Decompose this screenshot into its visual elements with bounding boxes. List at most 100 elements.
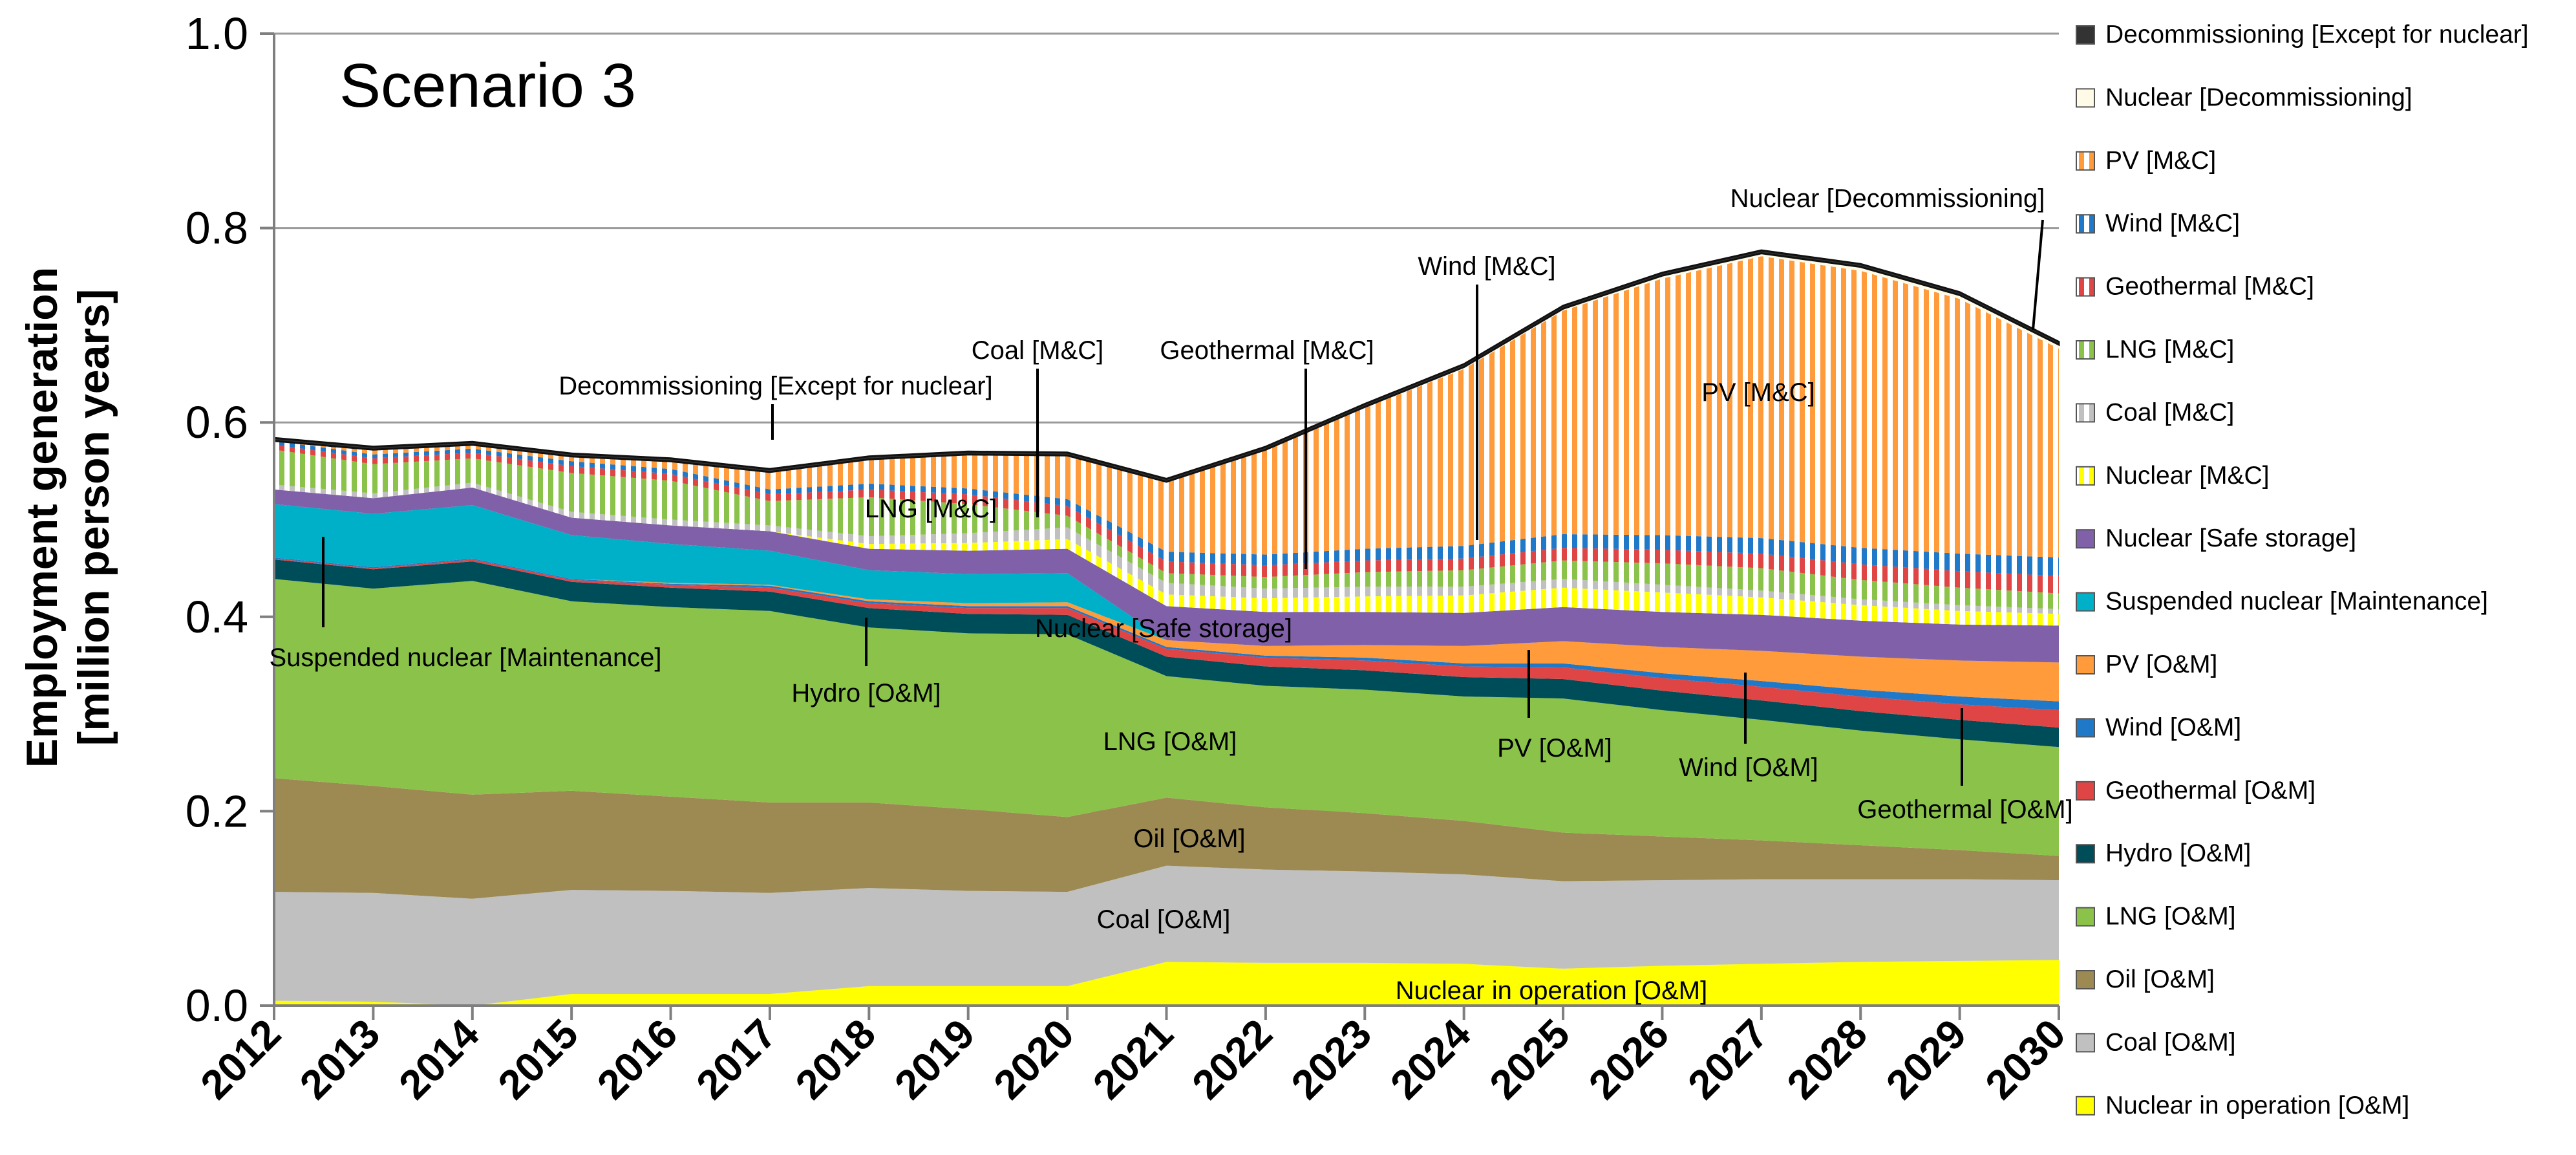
area-decommissioning-except-for-nuclear bbox=[273, 249, 2060, 483]
x-tick-label: 2022 bbox=[1183, 1010, 1281, 1108]
legend-swatch-lng-m-c bbox=[2076, 340, 2095, 360]
y-tick-label: 0.4 bbox=[186, 592, 248, 642]
legend-swatch-nuclear-in-operation-o-m bbox=[2076, 1096, 2095, 1116]
legend-swatch-coal-o-m bbox=[2076, 1033, 2095, 1053]
annotation-wind-o-m: Wind [O&M] bbox=[1679, 753, 1818, 782]
annotation-wind-m-c: Wind [M&C] bbox=[1418, 252, 1555, 281]
annotation-suspended-nuclear-maintenance: Suspended nuclear [Maintenance] bbox=[269, 643, 661, 672]
y-axis-label-line2: [million person years] bbox=[69, 289, 118, 746]
area-pv-m-c bbox=[274, 256, 2059, 558]
x-tick-label: 2030 bbox=[1976, 1010, 2074, 1108]
annotation-pv-m-c: PV [M&C] bbox=[1701, 378, 1815, 407]
stacked-areas bbox=[273, 249, 2060, 1006]
x-tick-label: 2019 bbox=[886, 1010, 984, 1108]
annotation-nuclear-safe-storage: Nuclear [Safe storage] bbox=[1035, 614, 1292, 643]
legend: Decommissioning [Except for nuclear] Nucl… bbox=[2076, 21, 2529, 1119]
area-coal-m-c bbox=[274, 482, 2059, 614]
legend-swatch-pv-m-c bbox=[2076, 151, 2095, 171]
area-geothermal-o-m bbox=[274, 558, 2059, 728]
legend-label-lng-m-c: LNG [M&C] bbox=[2105, 336, 2234, 363]
x-tick-label: 2020 bbox=[985, 1010, 1083, 1108]
legend-swatch-nuclear-safe-storage bbox=[2076, 529, 2095, 549]
y-tick-label: 0.0 bbox=[186, 980, 248, 1031]
area-coal-o-m bbox=[274, 865, 2059, 1006]
y-tick-label: 0.8 bbox=[186, 203, 248, 254]
annotation-pv-o-m: PV [O&M] bbox=[1497, 734, 1612, 762]
legend-swatch-nuclear-decommissioning bbox=[2076, 88, 2095, 108]
x-tick-label: 2017 bbox=[687, 1010, 785, 1108]
annotation-leader-line bbox=[2032, 219, 2044, 330]
legend-swatch-wind-m-c bbox=[2076, 214, 2095, 234]
legend-label-pv-o-m: PV [O&M] bbox=[2105, 651, 2217, 678]
area-nuclear-in-operation-o-m bbox=[274, 960, 2059, 1006]
area-wind-o-m bbox=[274, 557, 2059, 711]
legend-swatch-decommissioning-except-for-nuclear bbox=[2076, 25, 2095, 45]
area-nuclear-safe-storage bbox=[274, 487, 2059, 663]
x-tick-label: 2024 bbox=[1381, 1010, 1480, 1108]
area-wind-m-c bbox=[274, 440, 2059, 576]
legend-label-coal-o-m: Coal [O&M] bbox=[2105, 1028, 2236, 1056]
area-suspended-nuclear-maintenance bbox=[274, 504, 2059, 663]
legend-label-wind-o-m: Wind [O&M] bbox=[2105, 713, 2241, 741]
area-pv-o-m bbox=[274, 557, 2059, 702]
legend-swatch-lng-o-m bbox=[2076, 907, 2095, 927]
x-tick-label: 2029 bbox=[1877, 1010, 1975, 1108]
annotation-geothermal-o-m: Geothermal [O&M] bbox=[1857, 795, 2072, 824]
legend-swatch-geothermal-m-c bbox=[2076, 277, 2095, 297]
annotation-hydro-o-m: Hydro [O&M] bbox=[791, 679, 941, 707]
legend-swatch-hydro-o-m bbox=[2076, 844, 2095, 864]
legend-label-nuclear-in-operation-o-m: Nuclear in operation [O&M] bbox=[2105, 1092, 2409, 1119]
area-oil-o-m bbox=[274, 778, 2059, 899]
legend-label-suspended-nuclear-maintenance: Suspended nuclear [Maintenance] bbox=[2105, 588, 2488, 616]
x-tick-label: 2015 bbox=[489, 1010, 587, 1108]
legend-swatch-pv-o-m bbox=[2076, 655, 2095, 675]
legend-swatch-oil-o-m bbox=[2076, 970, 2095, 989]
annotation-geothermal-m-c: Geothermal [M&C] bbox=[1160, 336, 1374, 365]
annotation-coal-o-m: Coal [O&M] bbox=[1097, 905, 1231, 934]
legend-swatch-coal-m-c bbox=[2076, 403, 2095, 423]
legend-label-lng-o-m: LNG [O&M] bbox=[2105, 903, 2236, 931]
legend-label-nuclear-safe-storage: Nuclear [Safe storage] bbox=[2105, 524, 2356, 552]
x-tick-label: 2028 bbox=[1778, 1010, 1877, 1108]
x-tick-label: 2018 bbox=[787, 1010, 885, 1108]
annotation-lng-m-c: LNG [M&C] bbox=[865, 495, 997, 523]
legend-swatch-geothermal-o-m bbox=[2076, 781, 2095, 801]
legend-swatch-nuclear-m-c bbox=[2076, 466, 2095, 486]
annotation-nuclear-decommissioning: Nuclear [Decommissioning] bbox=[1730, 184, 2045, 213]
area-hydro-o-m bbox=[274, 559, 2059, 748]
legend-label-coal-m-c: Coal [M&C] bbox=[2105, 398, 2234, 426]
legend-label-oil-o-m: Oil [O&M] bbox=[2105, 966, 2215, 993]
legend-label-geothermal-m-c: Geothermal [M&C] bbox=[2105, 273, 2314, 301]
annotation-coal-m-c: Coal [M&C] bbox=[972, 336, 1104, 365]
area-geothermal-m-c bbox=[274, 444, 2059, 594]
area-nuclear-decommissioning bbox=[274, 253, 2059, 482]
axes bbox=[260, 32, 2060, 1020]
annotations: Decommissioning [Except for nuclear] Coal… bbox=[269, 184, 2072, 1005]
area-lng-m-c bbox=[274, 449, 2059, 609]
legend-label-wind-m-c: Wind [M&C] bbox=[2105, 210, 2240, 237]
y-tick-label: 1.0 bbox=[186, 8, 248, 59]
legend-label-decommissioning-except-for-nuclear: Decommissioning [Except for nuclear] bbox=[2105, 21, 2529, 49]
legend-label-pv-m-c: PV [M&C] bbox=[2105, 147, 2216, 175]
y-axis-label-line1: Employment generation bbox=[17, 267, 67, 768]
area-lng-o-m bbox=[274, 579, 2059, 856]
scenario-label: Scenario 3 bbox=[339, 51, 636, 120]
x-tick-label: 2027 bbox=[1679, 1010, 1777, 1108]
x-tick-label: 2021 bbox=[1084, 1010, 1182, 1108]
legend-label-nuclear-m-c: Nuclear [M&C] bbox=[2105, 462, 2270, 490]
y-tick-label: 0.2 bbox=[186, 786, 248, 836]
y-tick-labels: 0.0 0.2 0.4 0.6 0.8 1.0 bbox=[186, 8, 248, 1031]
x-tick-label: 2013 bbox=[291, 1010, 389, 1108]
x-tick-labels: 2012 2013 2014 2015 2016 2017 2018 2019 2020 2021… bbox=[191, 1010, 2074, 1108]
annotation-lng-o-m: LNG [O&M] bbox=[1103, 728, 1237, 756]
annotation-decommissioning-except-for-nuclear: Decommissioning [Except for nuclear] bbox=[559, 372, 992, 400]
legend-swatch-suspended-nuclear-maintenance bbox=[2076, 592, 2095, 612]
legend-label-nuclear-decommissioning: Nuclear [Decommissioning] bbox=[2105, 83, 2412, 111]
annotation-oil-o-m: Oil [O&M] bbox=[1133, 825, 1245, 853]
legend-label-hydro-o-m: Hydro [O&M] bbox=[2105, 839, 2251, 867]
x-tick-label: 2016 bbox=[588, 1010, 687, 1108]
legend-label-geothermal-o-m: Geothermal [O&M] bbox=[2105, 777, 2315, 804]
x-tick-label: 2023 bbox=[1283, 1010, 1381, 1108]
y-tick-label: 0.6 bbox=[186, 397, 248, 448]
